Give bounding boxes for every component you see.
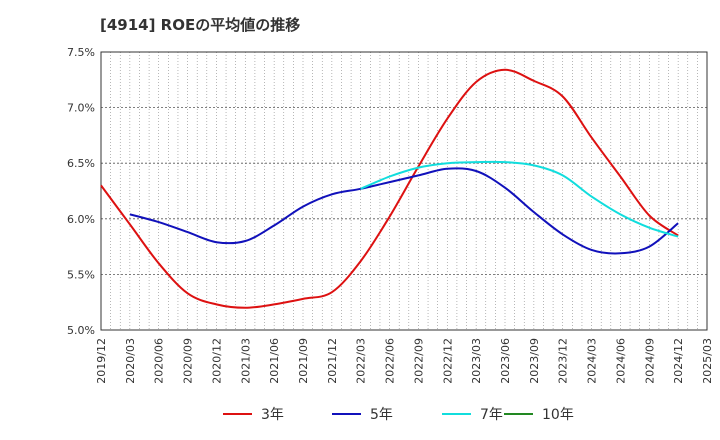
x-tick-label: 2020/03 — [124, 338, 137, 384]
x-tick-label: 2022/03 — [355, 338, 368, 384]
x-tick-label: 2020/06 — [153, 338, 166, 384]
y-tick-label: 7.5% — [67, 46, 95, 59]
x-tick-label: 2023/12 — [557, 338, 570, 384]
x-tick-label: 2022/06 — [384, 338, 397, 384]
x-tick-label: 2024/12 — [672, 338, 685, 384]
x-tick-label: 2023/09 — [528, 338, 541, 384]
x-tick-label: 2022/12 — [441, 338, 454, 384]
x-tick-label: 2021/09 — [297, 338, 310, 384]
x-tick-label: 2024/03 — [586, 338, 599, 384]
chart-title: [4914] ROEの平均値の推移 — [100, 16, 301, 34]
y-tick-label: 7.0% — [67, 102, 95, 115]
y-tick-label: 5.5% — [67, 268, 95, 281]
horizontal-gridlines — [101, 107, 707, 275]
series-line-2 — [129, 167, 679, 255]
series-line-3 — [360, 160, 679, 238]
plot-border — [100, 51, 708, 331]
x-tick-label: 2022/09 — [412, 338, 425, 384]
x-tick-label: 2021/12 — [326, 338, 339, 384]
legend-label-2: 5年 — [370, 407, 393, 423]
x-tick-label: 2025/03 — [701, 338, 714, 384]
x-tick-label: 2021/03 — [239, 338, 252, 384]
legend: 3年 5年 7年 10年 — [223, 407, 574, 423]
legend-label-1: 3年 — [261, 407, 284, 423]
x-tick-label: 2021/06 — [268, 338, 281, 384]
series-lines — [100, 68, 679, 309]
x-tick-label: 2023/03 — [470, 338, 483, 384]
legend-label-4: 10年 — [542, 407, 574, 423]
vertical-gridlines — [110, 52, 698, 330]
y-tick-label: 6.5% — [67, 157, 95, 170]
y-tick-label: 6.0% — [67, 213, 95, 226]
x-tick-label: 2020/09 — [182, 338, 195, 384]
x-tick-label: 2019/12 — [95, 338, 108, 384]
series-line-1 — [100, 68, 679, 309]
y-tick-label: 5.0% — [67, 324, 95, 337]
x-tick-label: 2023/06 — [499, 338, 512, 384]
legend-label-3: 7年 — [480, 407, 503, 423]
x-axis-ticks: 2019/12 2020/03 2020/06 2020/09 2020/12 2021/… — [95, 338, 714, 384]
x-tick-label: 2024/06 — [614, 338, 627, 384]
x-tick-label: 2024/09 — [643, 338, 656, 384]
x-tick-label: 2020/12 — [210, 338, 223, 384]
y-axis-ticks: 5.0% 5.5% 6.0% 6.5% 7.0% 7.5% — [67, 46, 95, 337]
